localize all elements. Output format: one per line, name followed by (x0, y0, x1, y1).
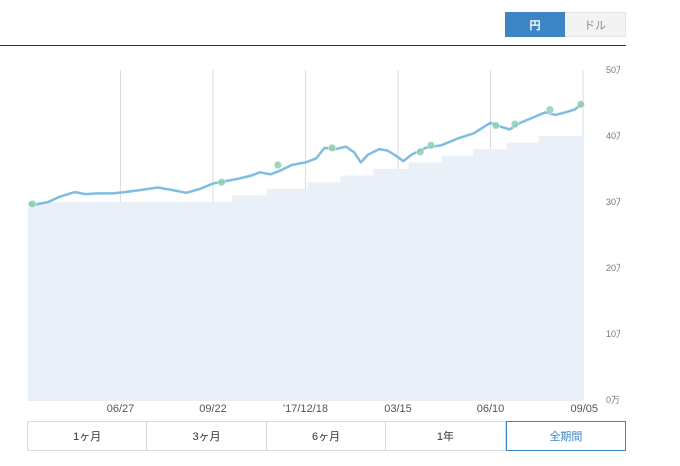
x-tick-label-3: 03/15 (384, 403, 412, 415)
data-marker-2 (273, 160, 282, 170)
y-tick-label-5: 50万 (606, 65, 620, 75)
x-tick-label-5: 09/05 (570, 403, 598, 415)
y-tick-label-3: 30万 (606, 197, 620, 207)
marker-layer (28, 100, 585, 209)
currency-dollar-button[interactable]: ドル (565, 12, 626, 37)
y-tick-label-4: 40万 (606, 131, 620, 141)
x-tick-label-0: 06/27 (107, 403, 135, 415)
data-marker-3 (328, 143, 337, 152)
x-tick-label-4: 06/10 (477, 403, 505, 415)
period-1-month-button[interactable]: 1ヶ月 (27, 421, 148, 451)
header-divider (0, 45, 626, 46)
data-marker-6 (491, 121, 500, 130)
data-marker-1 (217, 178, 226, 187)
currency-yen-button[interactable]: 円 (505, 12, 565, 37)
y-axis-ticks: 0万 10万 20万 30万 40万 50万 (606, 65, 620, 405)
y-tick-label-0: 0万 (606, 395, 620, 405)
period-1-year-button[interactable]: 1年 (386, 421, 506, 451)
x-tick-label-1: 09/22 (199, 403, 227, 415)
data-marker-0 (28, 199, 37, 209)
period-selector: 1ヶ月 3ヶ月 6ヶ月 1年 全期間 (27, 421, 627, 451)
asset-chart: 06/27 09/22 '17/12/18 03/15 06/10 09/05 0万 10万… (27, 65, 620, 415)
valuation-line-layer (27, 102, 584, 206)
data-marker-7 (510, 120, 520, 129)
x-tick-label-2: '17/12/18 (283, 403, 328, 415)
period-3-month-button[interactable]: 3ヶ月 (147, 421, 267, 451)
y-tick-label-1: 10万 (606, 329, 620, 339)
x-axis-ticks: 06/27 09/22 '17/12/18 03/15 06/10 09/05 (107, 403, 598, 415)
data-marker-9 (576, 100, 585, 109)
y-tick-label-2: 20万 (606, 263, 620, 273)
invested-area-layer (28, 136, 583, 400)
period-all-button[interactable]: 全期間 (505, 421, 627, 451)
period-6-month-button[interactable]: 6ヶ月 (266, 421, 387, 451)
data-marker-8 (545, 105, 555, 114)
currency-toggle: 円 ドル (505, 12, 626, 37)
invested-area (28, 136, 583, 400)
data-marker-4 (416, 147, 425, 156)
valuation-line (27, 102, 584, 206)
data-marker-5 (426, 141, 436, 150)
